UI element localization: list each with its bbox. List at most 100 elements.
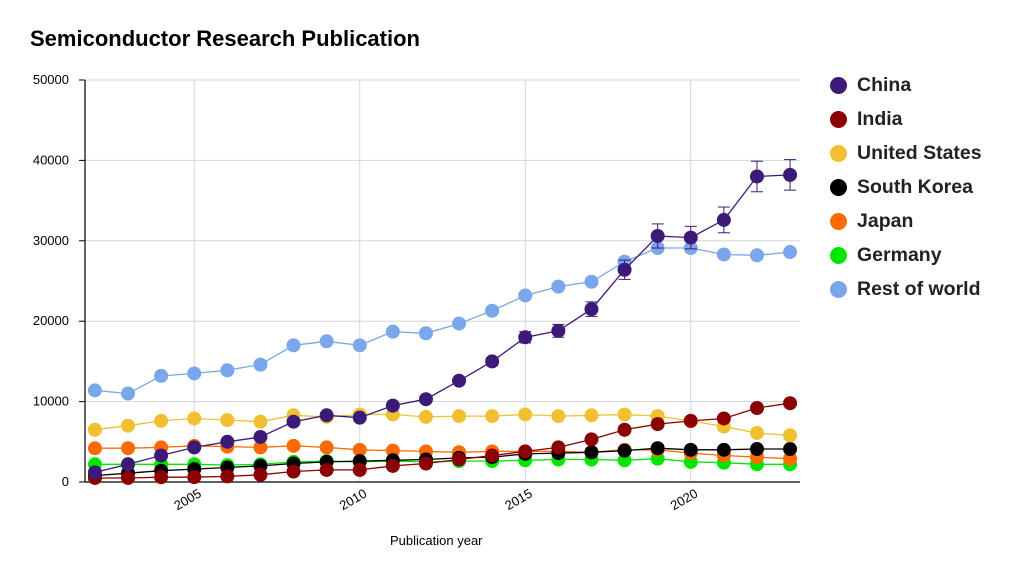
data-point-united-states [253,414,268,429]
data-point-china [617,262,632,277]
data-point-china [749,169,764,184]
data-point-india [518,444,533,459]
legend-marker [830,76,847,94]
data-point-china [187,440,202,455]
data-point-india [187,470,202,485]
data-point-japan [253,440,268,455]
data-point-rest-of-world [452,316,467,331]
data-point-india [783,396,798,411]
data-point-rest-of-world [518,288,533,303]
data-point-china [154,448,169,463]
data-point-south-korea [749,442,764,457]
data-point-india [418,456,433,471]
legend-label: Germany [857,243,942,266]
legend-marker [830,212,847,230]
data-point-rest-of-world [551,279,566,294]
data-point-rest-of-world [286,338,301,353]
data-point-china [319,408,334,423]
data-point-china [452,373,467,388]
data-point-rest-of-world [319,334,334,349]
data-point-india [617,422,632,437]
data-point-india [683,413,698,428]
series-line-south-korea [94,447,791,477]
data-point-united-states [518,407,533,422]
series-line-united-states [94,413,791,437]
data-point-china [385,398,400,413]
data-point-rest-of-world [485,303,500,318]
data-point-india [253,467,268,482]
data-point-south-korea [683,442,698,457]
legend-label: Japan [857,209,914,232]
data-point-china [485,354,500,369]
data-point-rest-of-world [87,383,102,398]
series-line-japan [94,445,791,460]
chart-title: Semiconductor Research Publication [30,26,420,51]
legend: China India United States South Korea Japan G… [830,68,982,306]
data-point-united-states [121,418,136,433]
data-point-rest-of-world [220,363,235,378]
series-china [87,159,798,480]
data-point-china [418,392,433,407]
data-point-south-korea [617,443,632,458]
data-point-rest-of-world [352,338,367,353]
data-point-rest-of-world [187,366,202,381]
x-tick-label: 2020 [668,486,701,513]
data-point-china [551,323,566,338]
legend-item-rest-of-world: Rest of world [830,272,982,306]
data-point-japan [319,440,334,455]
legend-marker [830,144,847,162]
x-tick-label: 2015 [502,486,535,513]
data-point-china [518,330,533,345]
y-tick-label: 20000 [33,313,69,328]
legend-label: India [857,107,903,130]
data-point-india [385,458,400,473]
data-point-china [584,302,599,317]
data-point-rest-of-world [385,324,400,339]
legend-marker [830,280,847,298]
y-tick-label: 30000 [33,233,69,248]
legend-item-united-states: United States [830,136,982,170]
data-point-china [683,230,698,245]
data-point-china [220,434,235,449]
data-point-south-korea [716,442,731,457]
data-point-rest-of-world [418,326,433,341]
data-point-rest-of-world [121,386,136,401]
data-point-japan [121,441,136,456]
legend-label: United States [857,141,982,164]
data-point-china [650,228,665,243]
legend-item-india: India [830,102,982,136]
legend-marker [830,110,847,128]
data-point-japan [352,442,367,457]
axes [84,80,800,483]
data-point-united-states [154,413,169,428]
x-tick-label: 2010 [337,486,370,513]
data-point-china [783,167,798,182]
x-tick-label: 2005 [171,486,204,513]
data-point-china [716,212,731,227]
data-point-united-states [187,411,202,426]
data-point-rest-of-world [584,274,599,289]
data-point-japan [783,451,798,466]
data-point-china [121,457,136,472]
data-point-japan [87,441,102,456]
data-point-india [650,417,665,432]
data-point-china [253,429,268,444]
y-tick-label: 10000 [33,394,69,409]
legend-item-south-korea: South Korea [830,170,982,204]
data-point-united-states [749,425,764,440]
data-point-china [352,410,367,425]
y-tick-label: 0 [62,474,69,489]
data-point-india [749,401,764,416]
x-axis-label: Publication year [390,533,483,548]
data-point-united-states [485,409,500,424]
data-point-united-states [584,408,599,423]
legend-label: China [857,73,912,96]
data-point-rest-of-world [253,357,268,372]
data-point-japan [286,438,301,453]
data-point-united-states [452,409,467,424]
legend-label: South Korea [857,175,973,198]
data-point-india [551,440,566,455]
data-point-south-korea [584,445,599,460]
data-point-united-states [418,409,433,424]
